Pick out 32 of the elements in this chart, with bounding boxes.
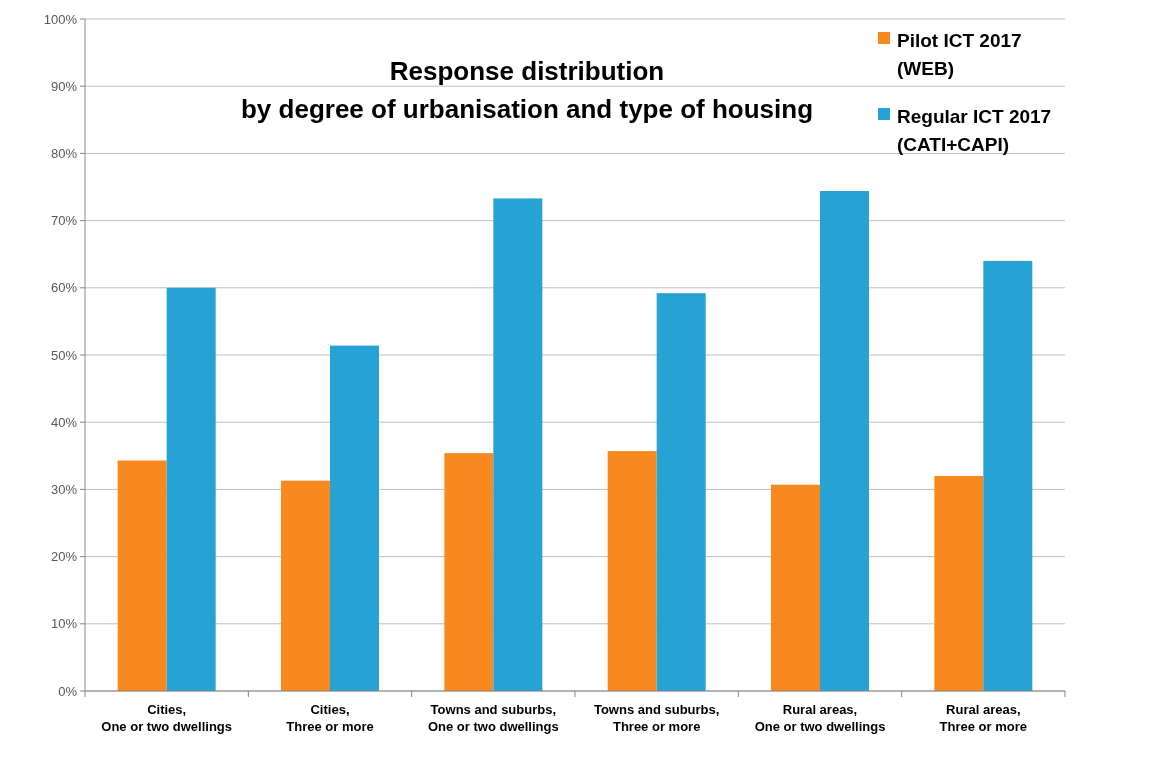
y-tick-label: 40% [50, 414, 78, 430]
bar [117, 460, 167, 691]
x-tick-label: Rural areas, One or two dwellings [754, 702, 886, 734]
bar [493, 198, 543, 691]
bar [330, 345, 379, 691]
x-tick-label: Towns and suburbs, One or two dwellings [427, 702, 559, 734]
bar [166, 287, 216, 691]
y-tick-label: 0% [58, 683, 78, 699]
y-tick-label: 100% [43, 11, 78, 27]
bar [444, 453, 494, 691]
x-tick-label: Cities, One or two dwellings [101, 702, 233, 734]
legend-label: Pilot ICT 2017 (WEB) [897, 29, 1022, 79]
bar [820, 191, 869, 691]
bar [771, 484, 820, 691]
y-tick-label: 10% [50, 616, 78, 632]
y-tick-label: 50% [50, 347, 78, 363]
y-tick-label: 70% [50, 213, 78, 229]
y-tick-label: 90% [50, 78, 78, 94]
text: Response distribution by degree of urbanisation and type of housing [240, 56, 814, 124]
bar [281, 480, 330, 691]
bar [983, 260, 1033, 691]
legend-label: Regular ICT 2017 (CATI+CAPI) [897, 105, 1052, 155]
y-tick-label: 30% [50, 481, 78, 497]
y-tick-label: 80% [50, 145, 78, 161]
y-tick-label: 20% [50, 549, 78, 565]
x-tick-label: Towns and suburbs, Three or more [593, 702, 720, 734]
bar [656, 293, 706, 691]
bar [607, 451, 657, 691]
y-tick-label: 60% [50, 280, 78, 296]
bar [934, 475, 984, 691]
x-tick-label: Rural areas, Three or more [939, 702, 1028, 734]
x-tick-label: Cities, Three or more [286, 702, 374, 734]
